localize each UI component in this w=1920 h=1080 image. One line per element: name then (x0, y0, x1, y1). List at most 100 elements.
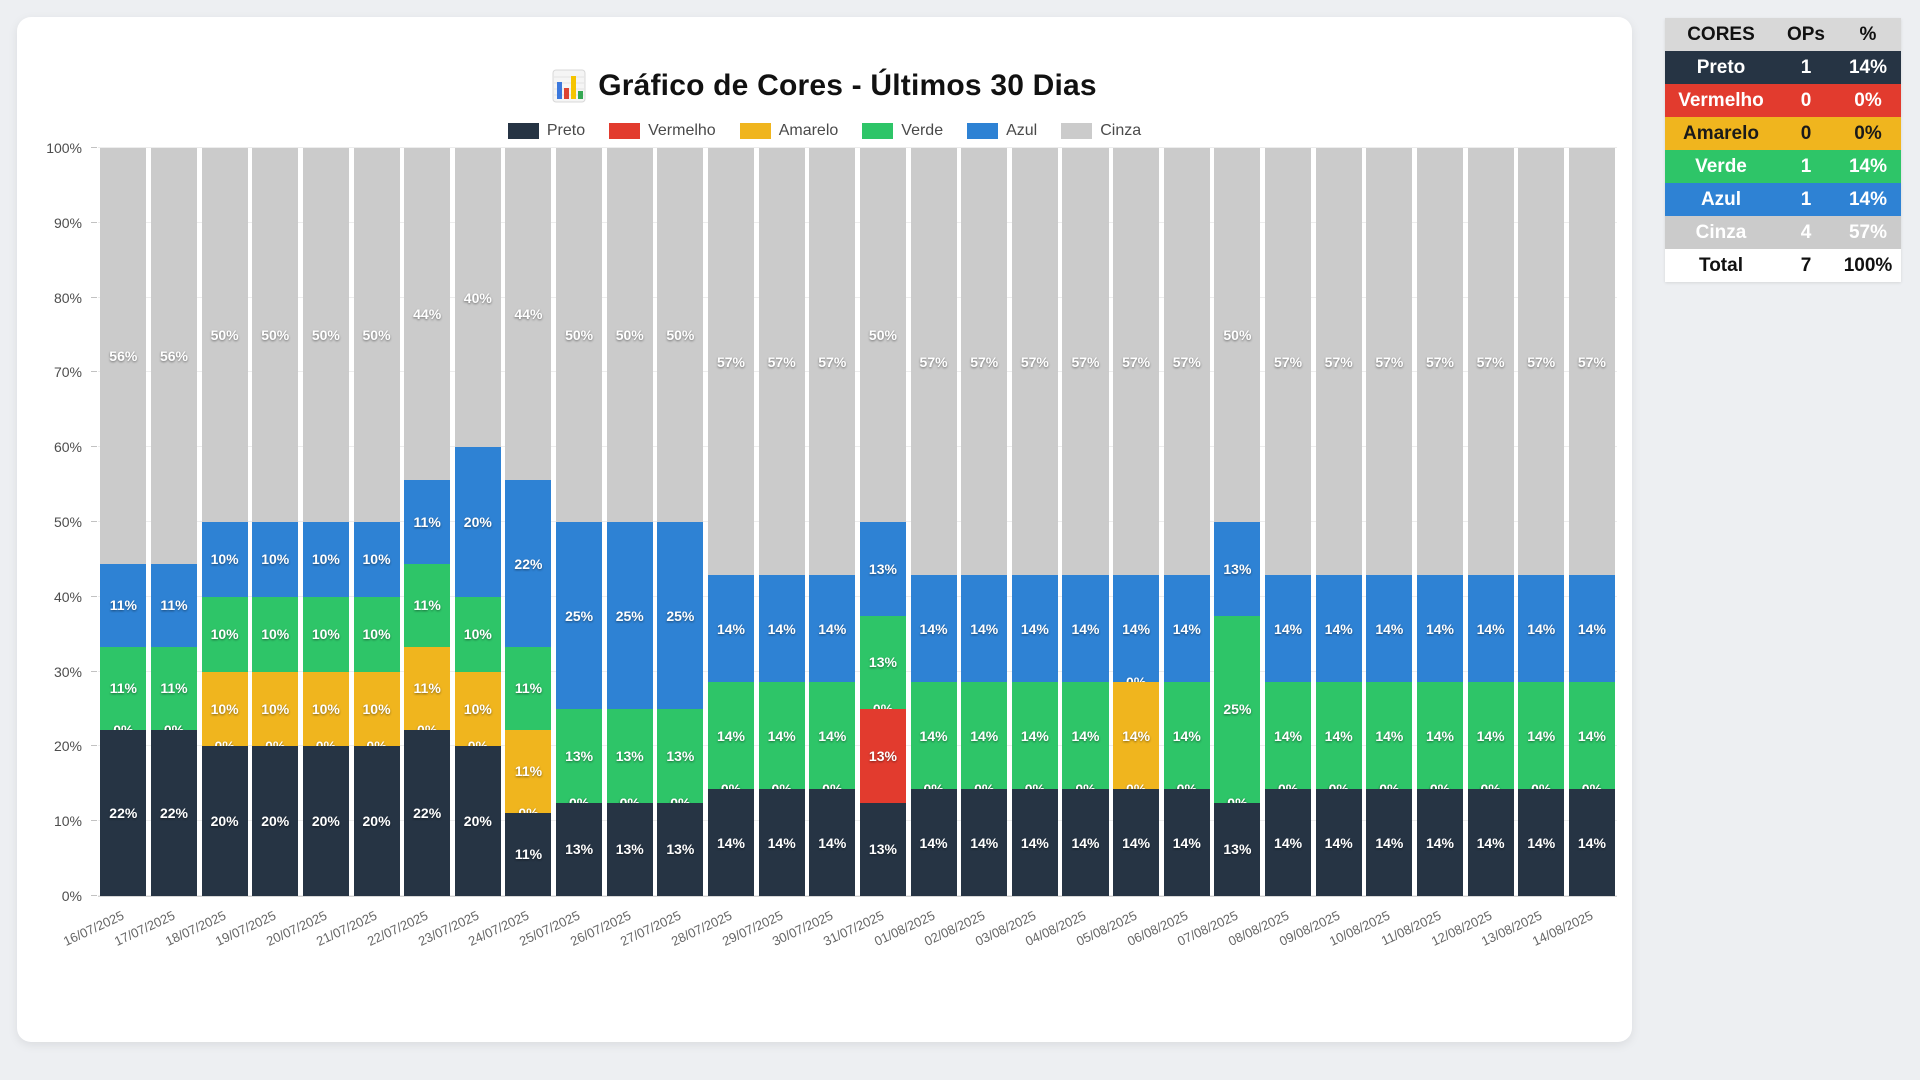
segment-azul[interactable]: 10% (353, 522, 400, 597)
legend-item-azul[interactable]: Azul (967, 122, 1037, 140)
legend-item-preto[interactable]: Preto (507, 122, 585, 140)
segment-cinza[interactable]: 44% (505, 148, 552, 481)
segment-verde[interactable]: 10% (353, 596, 400, 672)
segment-cinza[interactable]: 50% (252, 148, 299, 523)
bar-24/07/2025[interactable]: 11%0%11%11%22%44% (505, 148, 552, 896)
segment-amarelo[interactable]: 14% (1113, 682, 1160, 790)
segment-verde[interactable]: 14% (809, 682, 856, 790)
segment-verde[interactable]: 14% (1467, 682, 1514, 790)
segment-amarelo[interactable]: 11% (505, 729, 552, 813)
segment-cinza[interactable]: 57% (910, 148, 957, 576)
segment-cinza[interactable]: 50% (201, 148, 248, 523)
segment-azul[interactable]: 13% (859, 522, 906, 616)
bar-25/07/2025[interactable]: 13%0%0%13%25%50% (556, 148, 603, 896)
bar-02/08/2025[interactable]: 14%0%0%14%14%57% (961, 148, 1008, 896)
segment-cinza[interactable]: 57% (1163, 148, 1210, 576)
segment-verde[interactable]: 14% (1265, 682, 1312, 790)
bar-03/08/2025[interactable]: 14%0%0%14%14%57% (1011, 148, 1058, 896)
segment-azul[interactable]: 14% (1467, 575, 1514, 683)
segment-azul[interactable]: 11% (404, 480, 451, 564)
segment-cinza[interactable]: 44% (404, 148, 451, 481)
legend-item-verde[interactable]: Verde (862, 122, 943, 140)
bar-10/08/2025[interactable]: 14%0%0%14%14%57% (1366, 148, 1413, 896)
segment-verde[interactable]: 14% (1568, 682, 1615, 790)
segment-cinza[interactable]: 57% (1416, 148, 1463, 576)
segment-cinza[interactable]: 57% (1113, 148, 1160, 576)
bar-31/07/2025[interactable]: 13%13%0%13%13%50% (859, 148, 906, 896)
segment-azul[interactable]: 14% (1366, 575, 1413, 683)
bar-09/08/2025[interactable]: 14%0%0%14%14%57% (1315, 148, 1362, 896)
segment-preto[interactable]: 13% (606, 802, 653, 896)
segment-azul[interactable]: 25% (657, 522, 704, 709)
segment-amarelo[interactable]: 10% (353, 671, 400, 747)
segment-preto[interactable]: 14% (707, 789, 755, 896)
segment-cinza[interactable]: 50% (606, 148, 653, 522)
segment-cinza[interactable]: 57% (1062, 148, 1109, 576)
segment-preto[interactable]: 20% (201, 746, 248, 896)
segment-cinza[interactable]: 57% (1315, 148, 1362, 576)
segment-azul[interactable]: 10% (201, 522, 248, 597)
bar-16/07/2025[interactable]: 22%0%0%11%11%56% (100, 148, 147, 896)
segment-verde[interactable]: 14% (910, 682, 957, 790)
segment-cinza[interactable]: 50% (302, 148, 349, 523)
segment-cinza[interactable]: 57% (707, 148, 755, 576)
segment-azul[interactable]: 14% (1163, 575, 1210, 683)
segment-verde[interactable]: 11% (505, 646, 552, 730)
bar-30/07/2025[interactable]: 14%0%0%14%14%57% (809, 148, 856, 896)
bar-26/07/2025[interactable]: 13%0%0%13%25%50% (606, 148, 653, 896)
bar-20/07/2025[interactable]: 20%0%10%10%10%50% (302, 148, 349, 896)
segment-verde[interactable]: 14% (707, 682, 755, 790)
segment-preto[interactable]: 14% (1113, 789, 1160, 896)
segment-preto[interactable]: 20% (252, 746, 299, 896)
legend-item-amarelo[interactable]: Amarelo (739, 122, 838, 140)
segment-preto[interactable]: 22% (404, 729, 451, 896)
segment-verde[interactable]: 14% (758, 682, 805, 790)
bar-04/08/2025[interactable]: 14%0%0%14%14%57% (1062, 148, 1109, 896)
segment-verde[interactable]: 13% (556, 709, 603, 803)
segment-preto[interactable]: 22% (100, 729, 147, 896)
segment-preto[interactable]: 14% (1518, 789, 1565, 896)
segment-amarelo[interactable]: 11% (404, 646, 451, 730)
segment-preto[interactable]: 14% (1315, 789, 1362, 896)
bar-13/08/2025[interactable]: 14%0%0%14%14%57% (1518, 148, 1565, 896)
segment-preto[interactable]: 20% (454, 746, 501, 896)
segment-amarelo[interactable]: 10% (252, 671, 299, 747)
segment-azul[interactable]: 14% (1113, 575, 1160, 683)
segment-verde[interactable]: 14% (1366, 682, 1413, 790)
bar-19/07/2025[interactable]: 20%0%10%10%10%50% (252, 148, 299, 896)
segment-verde[interactable]: 10% (454, 596, 501, 672)
segment-azul[interactable]: 25% (556, 522, 603, 709)
bar-18/07/2025[interactable]: 20%0%10%10%10%50% (201, 148, 248, 896)
segment-preto[interactable]: 14% (1416, 789, 1463, 896)
segment-cinza[interactable]: 56% (100, 148, 147, 564)
segment-preto[interactable]: 13% (657, 802, 704, 896)
segment-preto[interactable]: 20% (302, 746, 349, 896)
segment-cinza[interactable]: 50% (556, 148, 603, 522)
segment-verde[interactable]: 14% (1062, 682, 1109, 790)
segment-cinza[interactable]: 57% (1265, 148, 1312, 576)
bar-22/07/2025[interactable]: 22%0%11%11%11%44% (404, 148, 451, 896)
segment-azul[interactable]: 14% (910, 575, 957, 683)
segment-preto[interactable]: 13% (1214, 802, 1261, 896)
segment-verde[interactable]: 14% (1416, 682, 1463, 790)
segment-cinza[interactable]: 57% (961, 148, 1008, 576)
bar-29/07/2025[interactable]: 14%0%0%14%14%57% (758, 148, 805, 896)
bar-01/08/2025[interactable]: 14%0%0%14%14%57% (910, 148, 957, 896)
segment-cinza[interactable]: 50% (1214, 148, 1261, 522)
segment-preto[interactable]: 13% (859, 802, 906, 896)
segment-cinza[interactable]: 57% (1518, 148, 1565, 576)
segment-azul[interactable]: 14% (1011, 575, 1058, 683)
segment-preto[interactable]: 14% (910, 789, 957, 896)
segment-azul[interactable]: 11% (100, 563, 147, 647)
segment-azul[interactable]: 13% (1214, 522, 1261, 616)
segment-verde[interactable]: 14% (1163, 682, 1210, 790)
segment-verde[interactable]: 11% (150, 646, 197, 730)
bar-27/07/2025[interactable]: 13%0%0%13%25%50% (657, 148, 704, 896)
segment-verde[interactable]: 25% (1214, 615, 1261, 803)
segment-preto[interactable]: 20% (353, 746, 400, 896)
segment-preto[interactable]: 14% (1011, 789, 1058, 896)
segment-preto[interactable]: 14% (961, 789, 1008, 896)
segment-azul[interactable]: 20% (454, 447, 501, 597)
segment-azul[interactable]: 10% (302, 522, 349, 597)
bar-11/08/2025[interactable]: 14%0%0%14%14%57% (1416, 148, 1463, 896)
